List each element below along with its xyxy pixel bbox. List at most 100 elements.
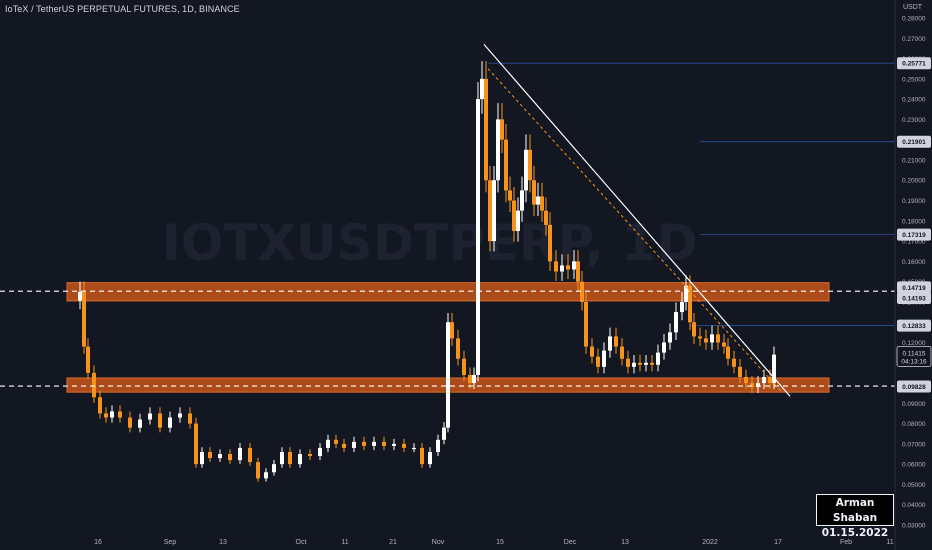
author-signature-box: Arman Shaban 01.15.2022 <box>816 494 894 539</box>
candle <box>280 447 284 468</box>
support-resistance-zone <box>66 282 830 302</box>
candle-body <box>298 454 302 465</box>
candle-body <box>420 447 424 465</box>
candle <box>484 61 488 193</box>
y-tick-label: 0.23000 <box>902 117 926 124</box>
candle-body <box>92 372 96 398</box>
candle <box>576 250 580 291</box>
y-tick-label: 0.07000 <box>902 441 926 448</box>
x-tick-label: 15 <box>496 539 504 546</box>
candle <box>512 187 516 242</box>
x-tick-label: Feb <box>840 539 852 546</box>
candle-body <box>692 322 696 337</box>
candle <box>500 103 504 154</box>
candle <box>680 291 684 321</box>
candle-body <box>372 441 376 446</box>
candle <box>392 438 396 451</box>
x-tick-label: 13 <box>621 539 629 546</box>
candle-body <box>632 362 636 367</box>
candle-body <box>614 336 618 347</box>
candle <box>92 365 96 403</box>
x-tick-label: 13 <box>219 539 227 546</box>
candle <box>488 166 492 252</box>
candle-body <box>256 462 260 479</box>
candle <box>566 254 570 279</box>
candle-body <box>352 441 356 448</box>
candle <box>472 367 476 390</box>
candle-body <box>382 441 386 446</box>
candle <box>200 447 204 468</box>
candle-body <box>726 346 730 359</box>
candle <box>688 275 692 331</box>
y-tick-label: 0.28000 <box>902 16 926 23</box>
candle <box>462 350 466 382</box>
y-tick-label: 0.18000 <box>902 218 926 225</box>
current-price-box <box>896 345 932 367</box>
candle-body <box>580 281 584 302</box>
y-tick-label: 0.25000 <box>902 76 926 83</box>
candle <box>716 325 720 350</box>
candle-body <box>218 454 222 459</box>
candle <box>692 312 696 344</box>
candle-body <box>446 322 450 428</box>
candle <box>684 275 688 311</box>
candle <box>698 327 702 346</box>
price-label-text: 0.12833 <box>902 323 926 330</box>
candle-body <box>428 451 432 465</box>
y-tick-label: 0.19000 <box>902 198 926 205</box>
candle <box>726 338 730 366</box>
candle <box>218 449 222 462</box>
candle-body <box>280 451 284 465</box>
candle <box>264 468 268 482</box>
candle-body <box>456 338 460 359</box>
candle-body <box>118 411 122 418</box>
candle-body <box>532 180 536 205</box>
candle <box>772 346 776 390</box>
candle-body <box>644 362 648 365</box>
candle-body <box>680 301 684 313</box>
y-tick-label: 0.05000 <box>902 482 926 489</box>
candle-body <box>520 190 524 211</box>
candle-body <box>436 439 440 452</box>
candle-body <box>710 334 714 343</box>
candle-body <box>744 376 748 384</box>
candle <box>744 369 748 390</box>
candle <box>442 422 446 445</box>
price-label: 0.25771 <box>897 57 931 70</box>
candle-body <box>138 419 142 428</box>
candle-body <box>488 180 492 242</box>
candle-body <box>194 423 198 465</box>
price-label: 0.12833 <box>897 319 931 332</box>
candle-body <box>82 291 86 347</box>
candle-body <box>668 332 672 343</box>
candle-body <box>86 346 90 373</box>
candle-body <box>168 417 172 428</box>
y-tick-label: 0.24000 <box>902 97 926 104</box>
candle-body <box>128 417 132 428</box>
candle <box>528 134 532 193</box>
x-tick-label: Dec <box>564 539 577 546</box>
descending-trendline-dotted <box>487 68 783 393</box>
y-tick-label: 0.12000 <box>902 340 926 347</box>
candle-body <box>704 338 708 343</box>
candle-body <box>402 443 406 448</box>
candle <box>756 375 760 394</box>
x-tick-label: 11 <box>886 539 893 546</box>
candle-body <box>620 346 624 359</box>
candle-body <box>500 119 504 140</box>
candle <box>738 359 742 384</box>
candle-body <box>698 336 702 339</box>
candle <box>412 443 416 453</box>
price-label: 0.14719 <box>897 281 931 294</box>
candle-body <box>326 439 330 448</box>
candle <box>554 250 558 281</box>
candle-body <box>544 210 548 225</box>
candle-body <box>200 451 204 465</box>
candle <box>632 354 636 374</box>
price-label: 0.09828 <box>897 380 931 393</box>
candle-body <box>576 261 580 282</box>
candle <box>248 443 252 466</box>
candle <box>540 182 544 222</box>
y-tick-label: 0.16000 <box>902 259 926 266</box>
